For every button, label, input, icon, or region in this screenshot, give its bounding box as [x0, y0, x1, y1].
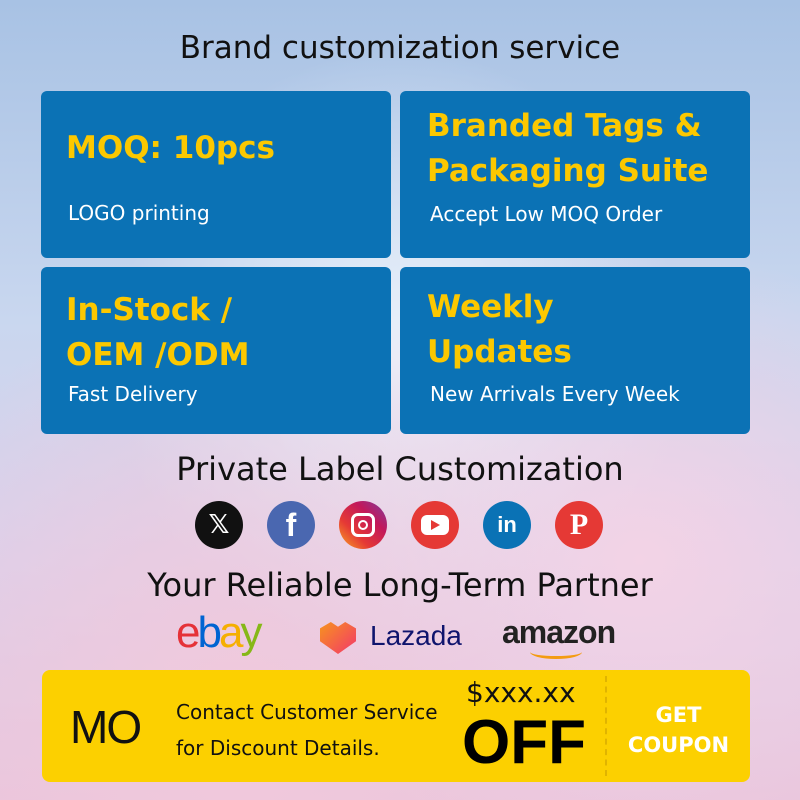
section-title-private-label: Private Label Customization — [176, 450, 624, 488]
section-title-partner: Your Reliable Long-Term Partner — [147, 566, 653, 604]
coupon-text-line1: Contact Customer Service — [176, 700, 438, 724]
cta-line1: GET — [655, 703, 702, 727]
coupon-amount: $xxx.xx — [466, 676, 576, 709]
coupon-text-line2: for Discount Details. — [176, 736, 380, 760]
card-branded-tags: Branded Tags & Packaging Suite Accept Lo… — [400, 91, 750, 258]
card-sub: Accept Low MOQ Order — [430, 202, 663, 226]
instagram-icon[interactable] — [339, 501, 387, 549]
card-heading: Branded Tags & Packaging Suite — [427, 108, 709, 189]
card-sub: New Arrivals Every Week — [430, 382, 680, 406]
coupon-off: OFF — [462, 708, 586, 777]
coupon-banner[interactable]: MO Contact Customer Service for Discount… — [42, 670, 750, 782]
card-sub: Fast Delivery — [68, 382, 198, 406]
card-heading: MOQ: 10pcs — [66, 130, 275, 166]
linkedin-icon[interactable]: in — [483, 501, 531, 549]
brand-logo: MO — [70, 701, 142, 753]
amazon-smile-icon — [530, 645, 582, 659]
pinterest-icon[interactable]: P — [555, 501, 603, 549]
card-moq: MOQ: 10pcs LOGO printing — [41, 91, 391, 258]
ebay-logo: ebay — [176, 608, 262, 657]
card-oem: In-Stock / OEM /ODM Fast Delivery — [41, 267, 391, 434]
card-weekly: Weekly Updates New Arrivals Every Week — [400, 267, 750, 434]
cta-line2: COUPON — [627, 733, 730, 757]
lazada-logo: Lazada — [370, 620, 462, 651]
youtube-icon[interactable] — [411, 501, 459, 549]
page-title: Brand customization service — [179, 30, 621, 66]
coupon-divider — [605, 676, 607, 776]
card-sub: LOGO printing — [68, 201, 210, 225]
facebook-icon[interactable]: f — [267, 501, 315, 549]
amazon-logo: amazon — [502, 614, 616, 650]
get-coupon-button[interactable]: GET COUPON — [607, 700, 750, 760]
card-heading: Weekly Updates — [427, 289, 572, 370]
lazada-heart-icon — [320, 622, 356, 654]
x-icon[interactable]: 𝕏 — [195, 501, 243, 549]
card-heading: In-Stock / OEM /ODM — [66, 292, 250, 373]
